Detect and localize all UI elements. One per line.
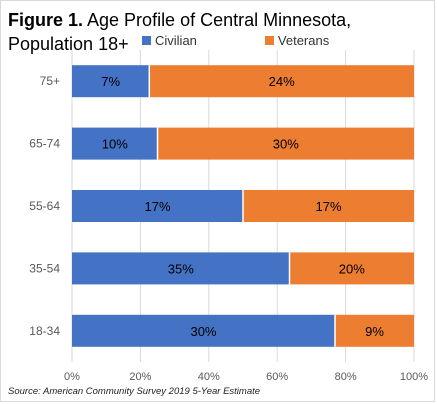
category-label: 65-74 xyxy=(29,137,60,151)
x-tick-label: 20% xyxy=(129,371,151,383)
data-label-veterans: 20% xyxy=(339,261,365,276)
data-label-civilian: 17% xyxy=(144,199,170,214)
data-label-veterans: 17% xyxy=(315,199,341,214)
bar-veterans xyxy=(149,65,415,98)
x-tick-label: 80% xyxy=(335,371,357,383)
data-label-veterans: 30% xyxy=(273,137,299,152)
category-label: 75+ xyxy=(40,74,60,88)
data-label-civilian: 30% xyxy=(190,324,216,339)
x-tick-label: 60% xyxy=(266,371,288,383)
category-label: 18-34 xyxy=(29,324,60,338)
data-label-veterans: 9% xyxy=(365,324,384,339)
bar-civilian xyxy=(72,314,335,347)
source-note: Source: American Community Survey 2019 5… xyxy=(8,386,261,397)
data-label-civilian: 10% xyxy=(102,137,128,152)
bar-civilian xyxy=(72,65,150,98)
data-label-veterans: 24% xyxy=(269,74,295,89)
bar-civilian xyxy=(72,127,158,160)
bar-veterans xyxy=(243,190,414,222)
category-label: 35-54 xyxy=(29,261,60,275)
chart-title: Figure 1. Age Profile of Central Minneso… xyxy=(8,8,418,56)
x-tick-label: 40% xyxy=(198,371,220,383)
bar-layer xyxy=(72,65,415,347)
bar-civilian xyxy=(72,190,243,222)
legend: Civilian Veterans xyxy=(142,33,397,48)
bar-civilian xyxy=(72,252,290,285)
data-label-civilian: 35% xyxy=(168,261,194,276)
x-tick-label: 0% xyxy=(64,371,80,383)
data-label-civilian: 7% xyxy=(101,74,120,89)
figure-caption: Age Profile of Central Minnesota, Popula… xyxy=(8,10,352,54)
bar-veterans xyxy=(334,314,414,347)
bar-veterans xyxy=(289,252,414,285)
legend-item-veterans: Veterans xyxy=(264,33,330,48)
bar-veterans xyxy=(157,127,414,160)
x-tick-label: 100% xyxy=(400,371,428,383)
legend-label-civilian: Civilian xyxy=(155,33,197,48)
category-label: 55-64 xyxy=(29,199,60,213)
legend-swatch-civilian xyxy=(142,36,151,45)
legend-swatch-veterans xyxy=(264,36,274,45)
legend-item-civilian: Civilian xyxy=(142,33,197,48)
legend-label-veterans: Veterans xyxy=(277,33,330,48)
label-layer: 0% 20% 40% 60% 80% 100% 75+ 7% 24% 65-74 10% 30% 55-… xyxy=(29,74,428,383)
figure-number: Figure 1. xyxy=(8,10,84,30)
